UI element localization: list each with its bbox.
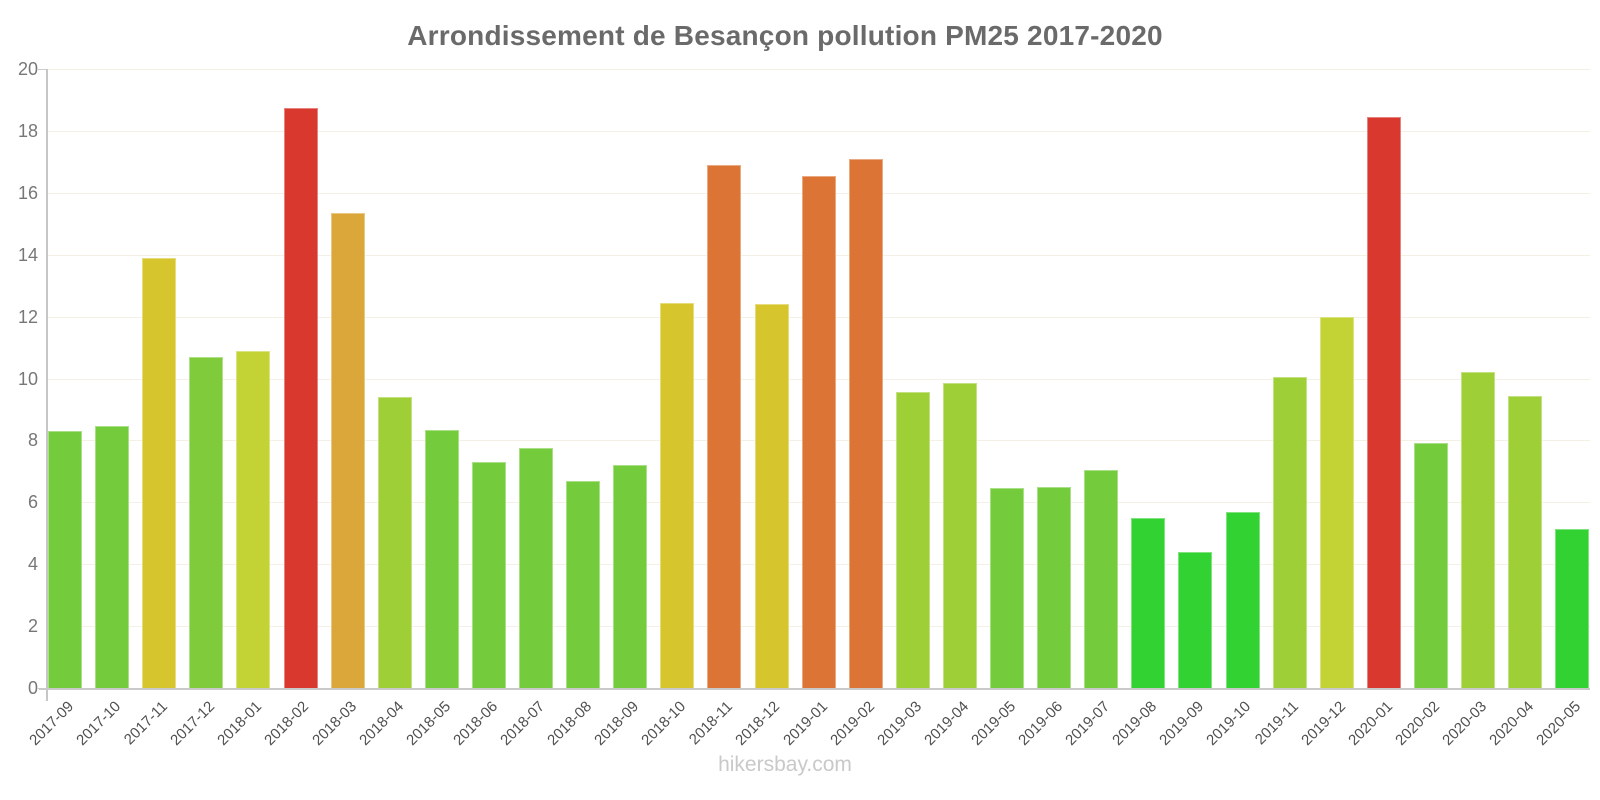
bar-2019-12[interactable] [1319, 317, 1354, 688]
bar-2020-01[interactable] [1366, 117, 1401, 688]
bar-2018-04[interactable] [377, 397, 412, 688]
x-axis-line [39, 688, 1590, 690]
bar-2019-06[interactable] [1037, 487, 1072, 688]
x-axis-tick-label: 2018-06 [449, 698, 501, 749]
bar-2019-07[interactable] [1084, 470, 1119, 688]
y-axis-tick-label: 10 [17, 369, 38, 389]
bar-2018-08[interactable] [566, 481, 601, 688]
x-axis-tick-label: 2017-10 [73, 698, 125, 749]
x-axis-tick-label: 2018-12 [732, 698, 784, 749]
y-axis-tick-label: 16 [17, 183, 38, 203]
chart-title: Arrondissement de Besançon pollution PM2… [407, 20, 1163, 51]
bar-2019-05[interactable] [990, 488, 1024, 688]
bar-2018-05[interactable] [424, 430, 459, 688]
x-axis-tick-label: 2019-10 [1203, 698, 1255, 749]
y-axis-tick-label: 2 [27, 616, 38, 636]
bar-2018-11[interactable] [707, 165, 742, 688]
bar-2019-09[interactable] [1178, 552, 1213, 688]
bar-2017-12[interactable] [189, 357, 224, 688]
y-axis-tick-label: 8 [27, 430, 38, 450]
y-axis-line [46, 69, 48, 701]
bar-2020-02[interactable] [1413, 443, 1448, 688]
bar-2018-06[interactable] [471, 462, 506, 688]
bar-2020-04[interactable] [1508, 396, 1543, 688]
x-axis-tick-label: 2019-02 [826, 698, 878, 749]
x-axis-tick-label: 2019-05 [968, 698, 1020, 749]
x-axis-tick-label: 2020-02 [1391, 698, 1443, 749]
x-axis-tick-label: 2018-04 [355, 698, 407, 749]
x-axis-tick-label: 2019-04 [920, 698, 972, 749]
y-axis-tick-label: 14 [17, 245, 38, 265]
bar-2018-07[interactable] [519, 448, 553, 688]
x-axis-tick-label: 2019-07 [1062, 698, 1114, 749]
x-axis-tick-label: 2018-09 [591, 698, 643, 749]
bar-2019-10[interactable] [1225, 512, 1260, 688]
bar-2019-02[interactable] [848, 159, 883, 688]
x-axis-tick-label: 2020-03 [1439, 698, 1491, 749]
bar-2018-12[interactable] [754, 304, 789, 688]
bar-2019-04[interactable] [942, 383, 977, 688]
x-axis-tick-label: 2020-01 [1344, 698, 1396, 749]
x-axis-tick-label: 2018-11 [686, 698, 737, 749]
bar-2018-09[interactable] [613, 465, 648, 688]
y-axis-tick-label: 12 [17, 307, 38, 327]
x-axis-tick-label: 2017-12 [167, 698, 219, 749]
bar-2020-03[interactable] [1461, 372, 1495, 688]
bar-2017-10[interactable] [95, 426, 130, 688]
x-axis-tick-label: 2019-11 [1251, 698, 1302, 749]
x-axis-tick-label: 2020-05 [1533, 698, 1585, 749]
x-axis-tick-label: 2018-10 [638, 698, 690, 749]
x-axis-tick-label: 2018-03 [308, 698, 360, 749]
bar-2018-10[interactable] [660, 303, 695, 688]
bar-2020-05[interactable] [1555, 529, 1590, 688]
bar-2018-02[interactable] [283, 108, 318, 688]
bar-2018-01[interactable] [236, 351, 271, 688]
bar-2017-11[interactable] [142, 258, 177, 688]
y-axis-tick-label: 4 [27, 554, 38, 574]
bar-2019-01[interactable] [801, 176, 836, 688]
gridline-20 [48, 69, 1590, 70]
x-axis-tick-label: 2019-03 [873, 698, 925, 749]
x-axis-tick-label: 2019-09 [1156, 698, 1208, 749]
y-axis-tick-label: 18 [17, 121, 38, 141]
gridline-18 [48, 131, 1590, 132]
bar-2017-09[interactable] [48, 431, 82, 688]
x-axis-tick-label: 2018-02 [261, 698, 313, 749]
x-axis-tick-label: 2020-04 [1486, 698, 1538, 749]
watermark: hikersbay.com [718, 753, 852, 776]
y-axis-tick-label: 0 [27, 678, 38, 698]
x-axis-tick-label: 2017-09 [26, 698, 78, 749]
x-axis-tick-label: 2019-06 [1015, 698, 1067, 749]
x-axis-tick-label: 2018-05 [402, 698, 454, 749]
y-axis-tick-label: 20 [17, 59, 38, 79]
x-axis-tick-label: 2017-11 [121, 698, 172, 749]
y-axis-tick-label: 6 [27, 492, 38, 512]
x-axis-tick-label: 2019-08 [1109, 698, 1161, 749]
bar-2019-03[interactable] [895, 392, 930, 688]
x-axis-tick-label: 2018-07 [497, 698, 549, 749]
bar-2018-03[interactable] [330, 213, 365, 688]
x-axis-tick-label: 2018-08 [544, 698, 596, 749]
bar-2019-11[interactable] [1272, 377, 1307, 688]
y-axis-tick-mark [38, 69, 48, 70]
x-axis-tick-label: 2019-12 [1297, 698, 1349, 749]
x-axis-tick-label: 2019-01 [779, 698, 831, 749]
x-axis-tick-label: 2018-01 [214, 698, 266, 749]
bar-2019-08[interactable] [1131, 518, 1166, 688]
